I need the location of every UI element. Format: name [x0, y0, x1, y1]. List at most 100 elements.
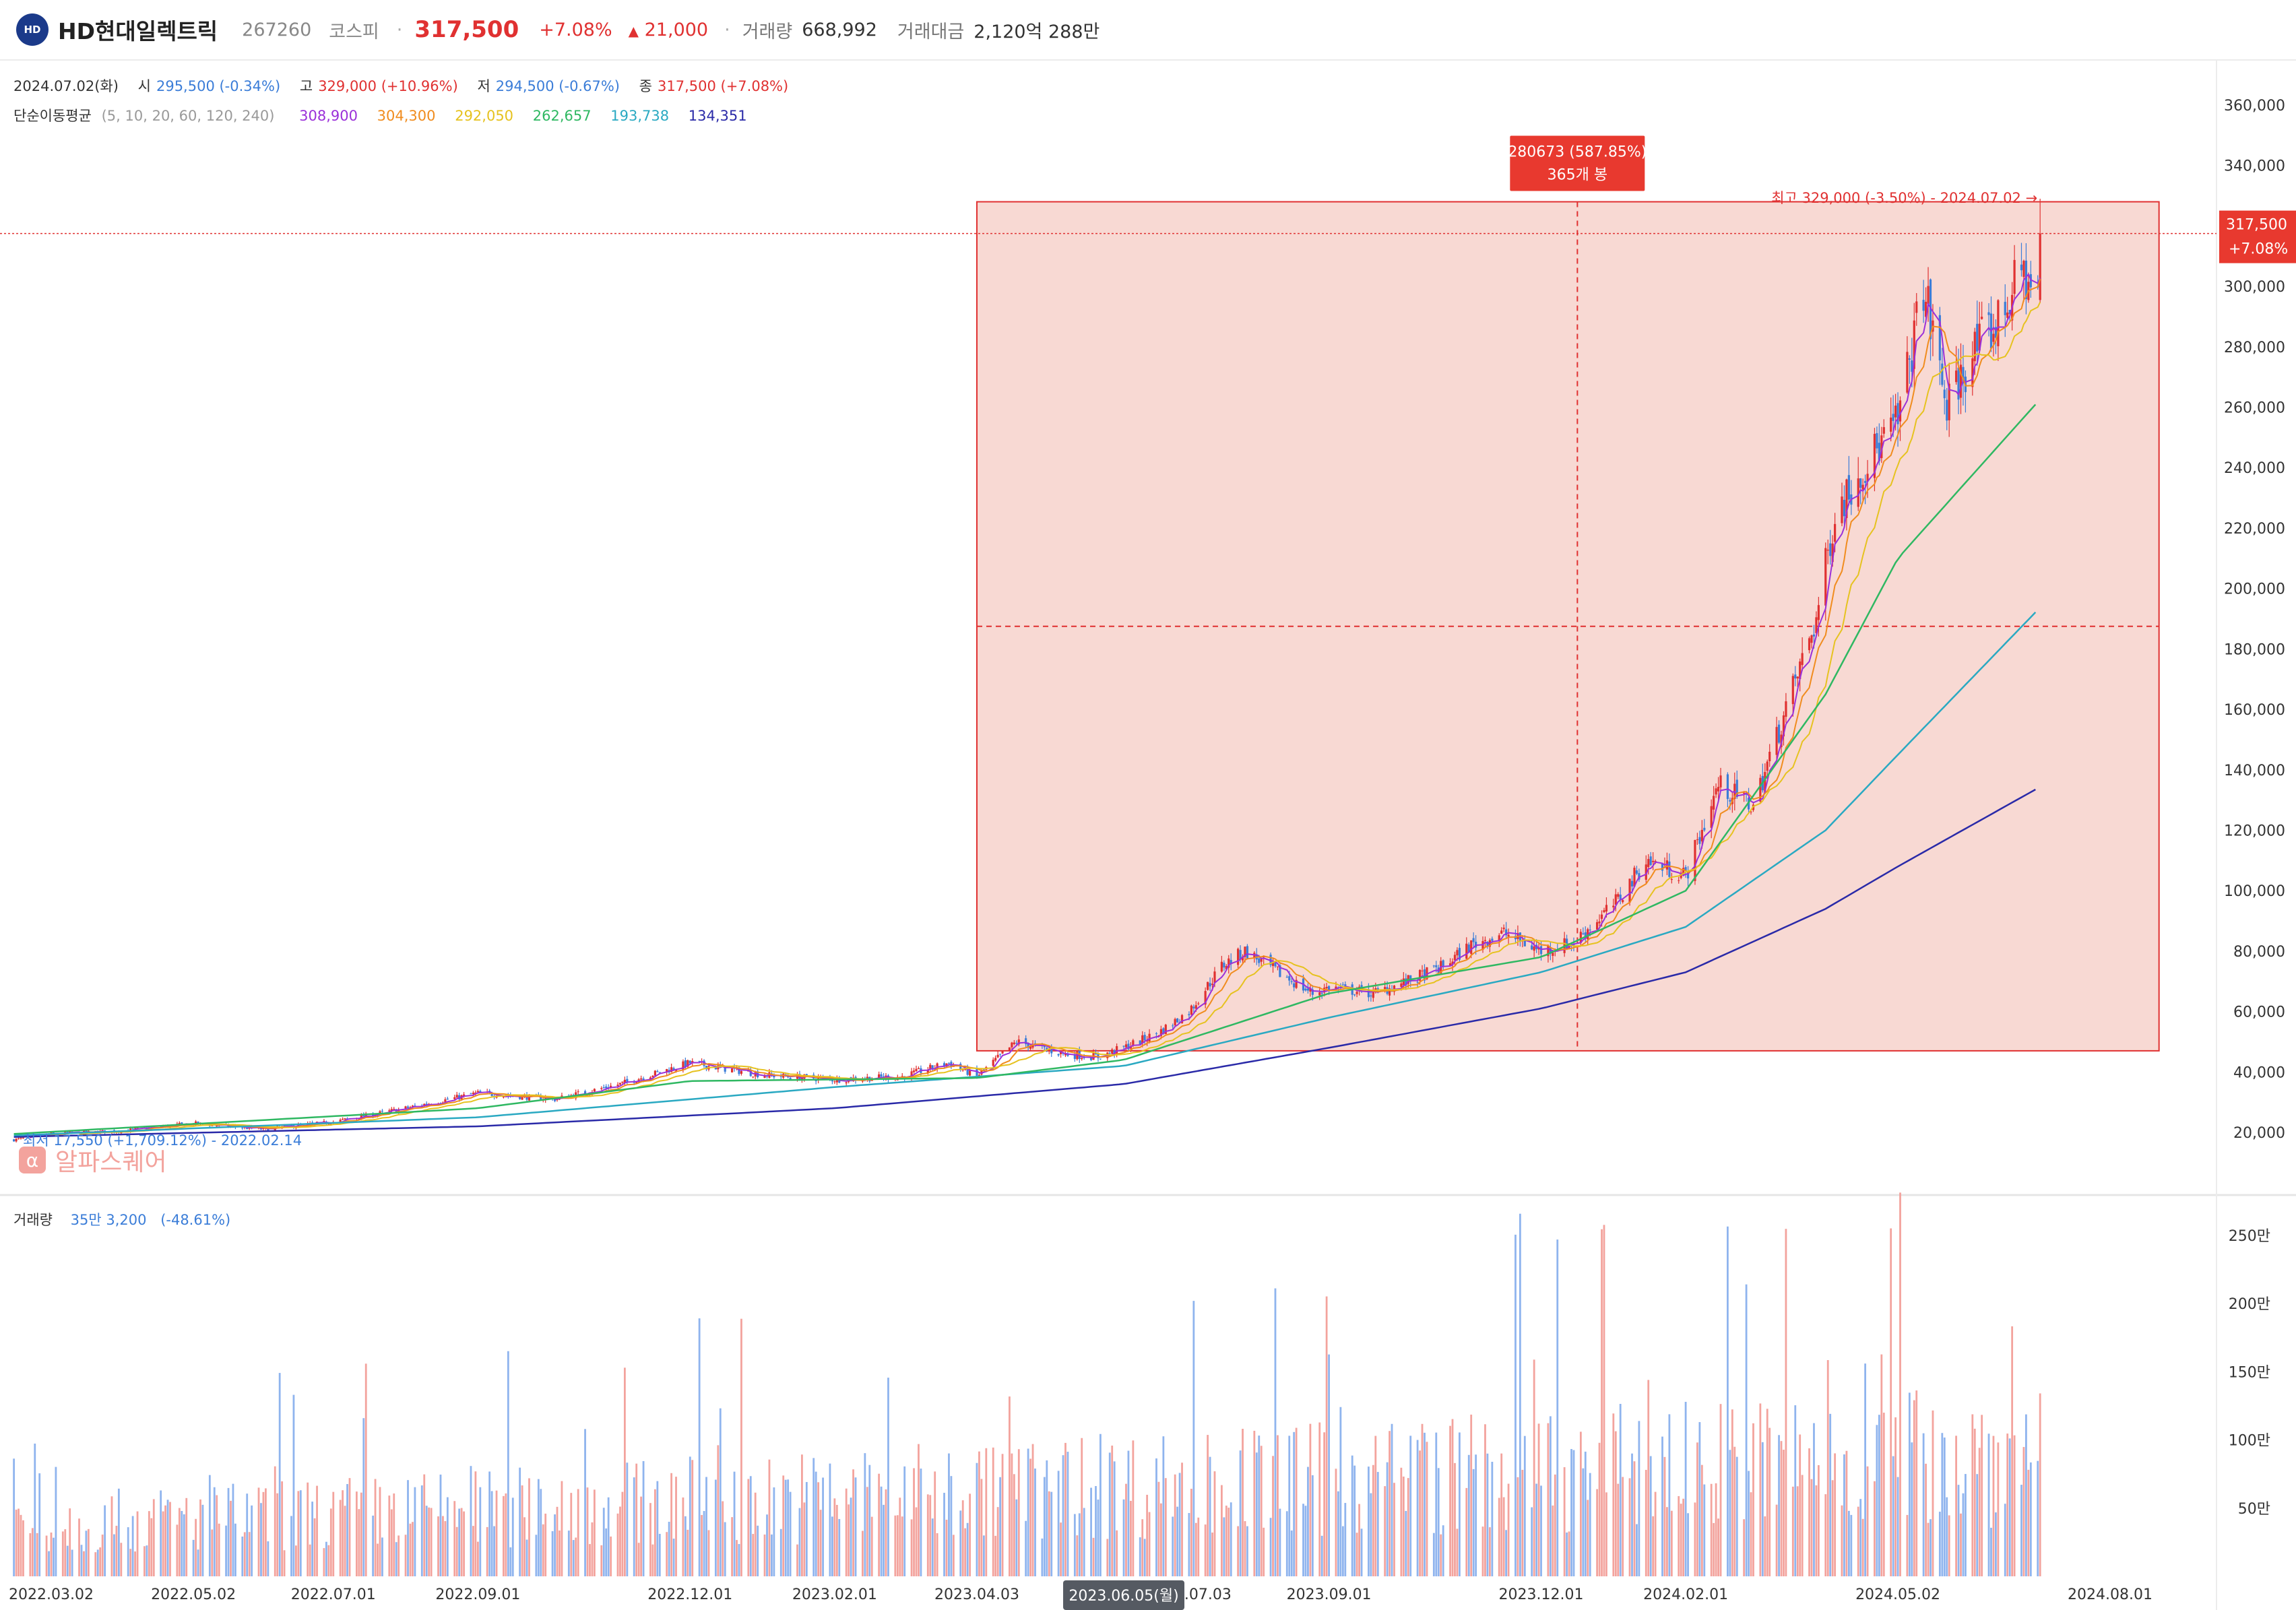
volume-bar	[201, 1504, 204, 1576]
volume-bar	[651, 1544, 654, 1576]
candle	[1864, 480, 1867, 483]
volume-bar	[458, 1508, 461, 1576]
candle	[1129, 1046, 1133, 1049]
volume-bar	[69, 1508, 71, 1576]
volume-bar	[1537, 1423, 1540, 1576]
x-tick-label-8: 2023.09.01	[1287, 1586, 1372, 1603]
volume-bar	[36, 1533, 38, 1576]
volume-bar	[600, 1545, 603, 1576]
ma-label: 단순이동평균	[13, 108, 92, 124]
volume-bar	[1172, 1516, 1174, 1576]
volume-bar	[1906, 1514, 1909, 1576]
volume-bar	[48, 1551, 50, 1576]
volume-axis[interactable]: 50만 100만 150만 200만 250만	[2229, 1228, 2270, 1518]
volume-bar	[1713, 1522, 1715, 1576]
volume-bar	[1113, 1461, 1116, 1576]
volume-bar	[1824, 1494, 1827, 1576]
volume-bar	[1617, 1483, 1620, 1576]
candle	[754, 1072, 757, 1076]
volume-bar	[1992, 1436, 1995, 1576]
volume-bar	[1372, 1464, 1374, 1576]
candle	[1031, 1044, 1034, 1048]
candle	[1027, 1043, 1029, 1048]
candle	[1845, 479, 1848, 519]
volume-bar	[1246, 1526, 1248, 1576]
candle	[1456, 950, 1459, 956]
volume-bar	[31, 1528, 34, 1576]
y-tick-label-0: 20,000	[2233, 1125, 2285, 1142]
volume-bar	[490, 1491, 493, 1576]
volume-bar	[503, 1495, 505, 1576]
volume-bar	[1225, 1506, 1227, 1576]
candle	[490, 1093, 493, 1096]
volume-bar	[1799, 1434, 1801, 1576]
volume-bar	[1911, 1442, 1913, 1576]
candle	[1180, 1015, 1184, 1023]
volume-bar	[146, 1545, 148, 1576]
change-amount: ▲ 21,000	[629, 20, 708, 40]
volume-bar	[262, 1491, 265, 1576]
volume-bar	[1943, 1437, 1946, 1576]
candle	[621, 1081, 624, 1083]
candle	[1470, 940, 1473, 954]
volume-bar	[943, 1493, 945, 1576]
candle	[453, 1097, 456, 1099]
volume-bar	[1834, 1453, 1837, 1576]
volume-bar	[1831, 1480, 1834, 1576]
volume-bar	[798, 1508, 801, 1576]
volume-bar	[101, 1535, 104, 1576]
volume-bar	[316, 1485, 318, 1576]
candle	[684, 1060, 687, 1068]
volume-bar	[1925, 1463, 1927, 1576]
volume-bar	[1680, 1504, 1682, 1576]
volume-bar	[1048, 1491, 1050, 1576]
volume-bar	[1696, 1442, 1698, 1576]
candle	[880, 1074, 883, 1077]
volume-bar	[1535, 1483, 1538, 1576]
volume-bar	[1108, 1452, 1111, 1576]
volume-bar	[267, 1541, 269, 1576]
volume-bar	[722, 1501, 724, 1576]
volume-bar	[120, 1543, 123, 1576]
volume-bar	[292, 1394, 295, 1576]
volume-bar	[281, 1481, 284, 1576]
stock-name[interactable]: HD현대일렉트릭	[58, 18, 218, 44]
volume-bar	[327, 1545, 330, 1576]
volume-bar	[868, 1464, 871, 1576]
time-axis[interactable]: 2022.03.02 2022.05.02 2022.07.01 2022.09.01…	[9, 1586, 2152, 1603]
volume-bar	[2011, 1326, 2014, 1576]
candle	[129, 1128, 132, 1132]
volume-bar	[1409, 1436, 1412, 1576]
candle	[2013, 259, 2016, 294]
volume-bar	[428, 1507, 430, 1576]
volume-bar	[796, 1544, 798, 1576]
volume-bar	[1981, 1415, 1983, 1576]
candle	[1927, 286, 1930, 304]
candle	[1241, 957, 1244, 961]
volume-bar	[1997, 1442, 2000, 1576]
volume-bar	[211, 1529, 214, 1576]
candle	[1402, 978, 1405, 986]
candle	[540, 1095, 542, 1101]
volume-bar	[1908, 1392, 1911, 1576]
volume-bar	[1393, 1483, 1395, 1576]
volume-bar	[437, 1516, 439, 1576]
volume-bar	[992, 1447, 994, 1576]
candle	[1595, 922, 1599, 930]
volume-bar	[819, 1510, 822, 1576]
volume-bar	[1614, 1431, 1617, 1576]
stock-code: 267260	[242, 19, 312, 40]
ma-info[interactable]: 단순이동평균 (5, 10, 20, 60, 120, 240) 308,900…	[13, 105, 762, 125]
volume-bar	[1416, 1440, 1419, 1576]
volume-bar	[276, 1493, 279, 1576]
volume-bar	[703, 1511, 705, 1576]
candle	[1124, 1044, 1128, 1048]
candle	[1899, 400, 1902, 422]
candle	[455, 1095, 458, 1098]
candle	[1207, 981, 1209, 990]
volume-bar	[1990, 1527, 1992, 1576]
volume-info-value: 35만 3,200	[70, 1212, 147, 1228]
volume-bar	[1244, 1521, 1246, 1576]
price-axis[interactable]: 20,000 40,000 60,000 80,000 100,000 120,000 14…	[2224, 98, 2285, 1142]
